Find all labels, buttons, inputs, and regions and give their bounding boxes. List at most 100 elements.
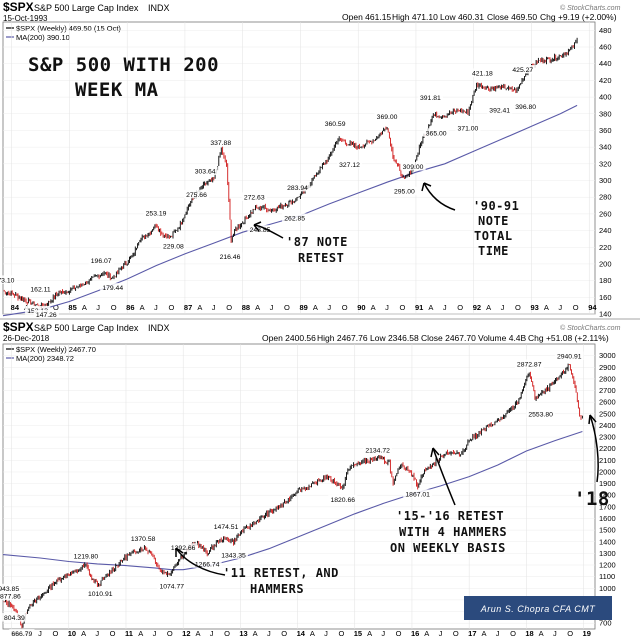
bottom-y-tick-label: 1000 [599,584,616,593]
bottom-copyright: © StockCharts.com [560,324,621,332]
bottom-note-18: '18 [574,414,610,510]
top-y-tick-label: 160 [599,293,612,302]
bottom-y-tick-label: 1900 [599,479,616,488]
top-y-tick-label: 420 [599,76,612,85]
bottom-data-label-bg [1,613,28,622]
bottom-ma-line [2,430,583,571]
top-data-label-bg [374,111,400,121]
bottom-x-month-label: O [167,629,173,638]
top-y-tick-label: 140 [599,310,612,319]
bottom-data-label: 2940.91 [557,354,582,361]
top-data-label-bg [400,162,426,171]
bottom-x-month-label: J [267,629,271,638]
bottom-y-tick-label: 1700 [599,502,616,511]
bottom-x-year-label: 15 [354,629,362,638]
bottom-data-label: 1820.66 [330,497,355,504]
bottom-data-label: 2553.80 [528,412,553,419]
top-x-year-label: 87 [184,303,192,312]
bottom-y-tick-label: 2900 [599,363,616,372]
bottom-x-month-label: A [195,629,200,638]
bottom-x-month-label: A [138,629,143,638]
bottom-x-month-label: A [253,629,258,638]
top-y-tick-label: 460 [599,43,612,52]
bottom-x-year-label: 18 [525,629,533,638]
note-18-arrowhead [588,414,597,425]
bottom-exchange: INDX [148,323,170,333]
note-87-line-2: RETEST [298,251,344,265]
top-y-tick-label: 180 [599,276,612,285]
top-data-label-bg [100,283,126,292]
top-low: Low 460.31 [440,12,484,22]
top-note-90-91: '90-91 NOTE TOTAL TIME [421,182,519,258]
bottom-y-tick-label: 1200 [599,561,616,570]
bottom-y-tick-label: 2700 [599,386,616,395]
top-data-label-bg [423,128,449,137]
top-symbol: $SPX [3,0,34,14]
top-x-month-label: A [313,303,318,312]
top-index-name: S&P 500 Large Cap Index [34,3,139,13]
top-y-tick-label: 480 [599,26,612,35]
top-data-label: 421.18 [472,70,493,77]
top-y-tick-label: 200 [599,259,612,268]
top-x-month-label: O [53,303,59,312]
top-price-line [3,37,578,309]
bottom-plot-frame [2,343,596,630]
bottom-x-year-label: 12 [182,629,190,638]
top-legend-price: $SPX (Weekly) 469.50 (15 Oct) [16,24,121,33]
note-18-arrow [589,414,599,483]
top-y-tick-label: 220 [599,243,612,252]
top-data-label: 216.46 [220,254,241,261]
top-x-month-label: J [270,303,274,312]
bottom-data-label-bg [211,522,241,531]
bottom-data-label: 1370.58 [131,536,156,543]
top-x-month-label: O [400,303,406,312]
top-data-label-bg [192,166,218,175]
note-87-arrowhead [253,221,262,232]
bottom-y-tick-label: 1300 [599,549,616,558]
top-data-label: 303.64 [195,168,216,175]
top-y-tick-label: 320 [599,159,612,168]
bottom-y-tick-label: 1100 [599,572,615,581]
bottom-data-label: 1292.66 [171,545,196,552]
bottom-legend: $SPX (Weekly) 2467.70 MA(200) 2348.72 [6,345,96,363]
bottom-data-label: 1219.80 [74,554,99,561]
bottom-x-month-label: A [81,629,86,638]
top-title-line-2: WEEK MA [75,79,159,101]
note-11-line-1: '11 RETEST, AND [223,566,339,580]
top-close: Close 469.50 [487,12,537,22]
bottom-data-label-bg [514,359,544,368]
top-data-label: 73.10 [0,277,15,284]
top-x-month-label: J [212,303,216,312]
bottom-data-label: 1474.51 [214,524,239,531]
top-x-month-label: J [558,303,562,312]
note-90-91-arrowhead [421,182,432,192]
bottom-x-year-label: 17 [468,629,476,638]
bottom-data-label-bg [328,494,358,504]
top-exchange: INDX [148,3,170,13]
top-data-label: 369.00 [377,114,398,121]
top-legend-ma: MA(200) 390.10 [16,33,70,42]
bottom-y-tick-label: 1800 [599,491,616,500]
top-data-label: 248.85 [250,227,271,234]
top-data-label-bg [33,309,59,319]
top-data-label-bg [208,137,234,147]
bottom-index-name: S&P 500 Large Cap Index [34,323,139,333]
bottom-legend-price: $SPX (Weekly) 2467.70 [16,345,96,354]
top-y-tick-label: 340 [599,143,612,152]
top-data-label: 425.27 [512,67,533,74]
bottom-y-tick-label: 3000 [599,351,616,360]
top-y-tick-label: 300 [599,176,612,185]
top-data-label: 162.11 [30,287,51,294]
note-18-label: '18 [574,488,610,510]
note-87-arrow [253,224,284,239]
bottom-data-label-bg [192,559,222,568]
note-11-line-2: HAMMERS [250,582,304,596]
top-x-month-label: J [443,303,447,312]
top-data-label: 309.00 [403,164,424,171]
bottom-data-label-bg [526,409,556,419]
top-open: Open 461.15 [342,12,391,22]
credit-box [464,596,612,620]
note-15-16-line-1: '15-'16 RETEST [396,509,504,523]
bottom-x-year-label: 16 [411,629,419,638]
bottom-x-month-label: O [453,629,459,638]
